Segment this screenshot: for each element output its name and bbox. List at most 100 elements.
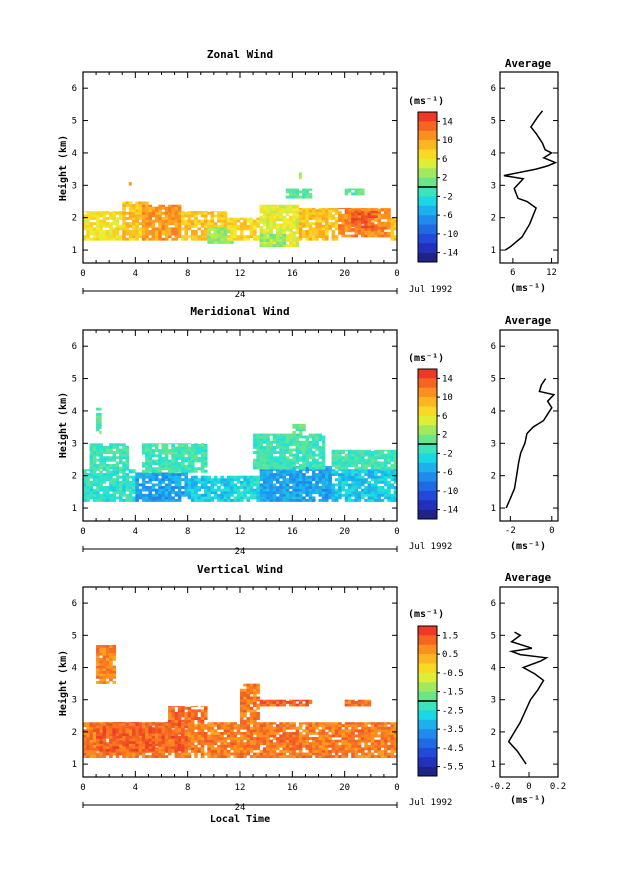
heatmap-cell xyxy=(334,729,339,733)
heatmap-cell xyxy=(200,719,205,723)
heatmap-cell xyxy=(102,738,107,742)
heatmap-cell xyxy=(187,729,192,733)
heatmap-cell xyxy=(279,480,283,484)
heatmap-cell xyxy=(272,491,277,495)
heatmap-cell xyxy=(374,453,378,457)
heatmap-cell xyxy=(115,752,120,756)
heatmap-cell xyxy=(269,726,274,730)
heatmap-cell xyxy=(370,215,375,218)
heatmap-cell xyxy=(275,724,280,728)
heatmap-cell xyxy=(177,451,182,455)
heatmap-cell xyxy=(315,214,319,218)
heatmap-cell xyxy=(115,735,120,739)
heatmap-cell xyxy=(102,722,107,724)
heatmap-cell xyxy=(308,207,313,210)
heatmap-cell xyxy=(194,224,198,228)
y-tick-label: 6 xyxy=(72,84,77,94)
heatmap-cell xyxy=(148,743,152,747)
heatmap-cell xyxy=(125,204,130,207)
heatmap-cell xyxy=(102,229,107,233)
heatmap-cell xyxy=(334,224,339,228)
heatmap-cell xyxy=(331,469,336,471)
heatmap-cell xyxy=(89,744,94,748)
heatmap-cell xyxy=(204,451,208,455)
heatmap-cell xyxy=(256,222,260,226)
heatmap-cell xyxy=(112,491,117,495)
heatmap-cell xyxy=(223,744,228,748)
heatmap-cell xyxy=(102,735,107,739)
heatmap-cell xyxy=(158,735,162,739)
heatmap-cell xyxy=(272,239,277,242)
heatmap-cell xyxy=(318,453,323,457)
heatmap-cell xyxy=(243,752,247,756)
heatmap-cell xyxy=(321,734,326,738)
heatmap-cell xyxy=(105,743,110,747)
heatmap-cell xyxy=(305,222,309,226)
heatmap-cell xyxy=(177,454,182,458)
heatmap-cell xyxy=(141,722,146,726)
heatmap-cell xyxy=(380,737,385,740)
heatmap-cell xyxy=(190,469,195,473)
heatmap-cell xyxy=(361,737,365,740)
heatmap-cell xyxy=(122,211,126,215)
heatmap-cell xyxy=(298,433,303,436)
heatmap-cell xyxy=(187,493,192,497)
heatmap-cell xyxy=(92,451,97,454)
heatmap-cell xyxy=(168,451,172,455)
heatmap-cell xyxy=(168,459,172,463)
heatmap-cell xyxy=(272,742,277,746)
heatmap-cell xyxy=(132,206,136,210)
heatmap-cell xyxy=(135,722,139,726)
heatmap-cell xyxy=(305,193,309,196)
heatmap-cell xyxy=(305,491,309,495)
heatmap-cell xyxy=(125,456,130,460)
heatmap-cell xyxy=(377,747,381,751)
heatmap-cell xyxy=(230,478,234,482)
heatmap-cell xyxy=(154,498,159,502)
heatmap-cell xyxy=(370,461,375,465)
heatmap-cell xyxy=(341,724,345,728)
heatmap-cell xyxy=(266,435,270,439)
heatmap-cell xyxy=(210,211,215,215)
heatmap-cell xyxy=(122,735,126,739)
heatmap-cell xyxy=(118,211,123,213)
heatmap-cell xyxy=(377,498,381,502)
heatmap-cell xyxy=(305,755,309,758)
x-tick-label: 12 xyxy=(235,269,246,279)
heatmap-cell xyxy=(223,211,228,215)
heatmap-cell xyxy=(347,486,352,489)
heatmap-cell xyxy=(341,739,345,743)
heatmap-cell xyxy=(331,224,336,228)
heatmap-cell xyxy=(361,215,365,218)
heatmap-cell xyxy=(141,227,146,231)
heatmap-cell xyxy=(109,214,113,218)
heatmap-cell xyxy=(383,739,388,743)
heatmap-cell xyxy=(357,217,362,221)
heatmap-cell xyxy=(279,744,283,748)
heatmap-cell xyxy=(302,752,306,756)
heatmap-cell xyxy=(99,232,103,236)
heatmap-cell xyxy=(148,475,152,479)
heatmap-cell xyxy=(164,449,169,453)
heatmap-cell xyxy=(387,480,391,484)
heatmap-cell xyxy=(128,752,133,756)
heatmap-cell xyxy=(279,493,283,497)
heatmap-cell xyxy=(354,744,359,748)
heatmap-cell xyxy=(141,496,146,500)
heatmap-cell xyxy=(86,211,90,213)
heatmap-cell xyxy=(128,755,133,758)
heatmap-cell xyxy=(393,227,398,231)
heatmap-cell xyxy=(374,451,378,454)
heatmap-cell xyxy=(259,458,264,462)
heatmap-cell xyxy=(390,469,395,471)
heatmap-cell xyxy=(282,699,287,702)
heatmap-cell xyxy=(266,231,270,235)
heatmap-cell xyxy=(125,730,130,734)
heatmap-cell xyxy=(171,209,175,213)
heatmap-cell xyxy=(249,217,254,220)
heatmap-cell xyxy=(295,742,300,746)
heatmap-cell xyxy=(122,752,126,756)
heatmap-cell xyxy=(285,742,290,746)
heatmap-cell xyxy=(236,737,241,740)
heatmap-cell xyxy=(298,451,303,454)
